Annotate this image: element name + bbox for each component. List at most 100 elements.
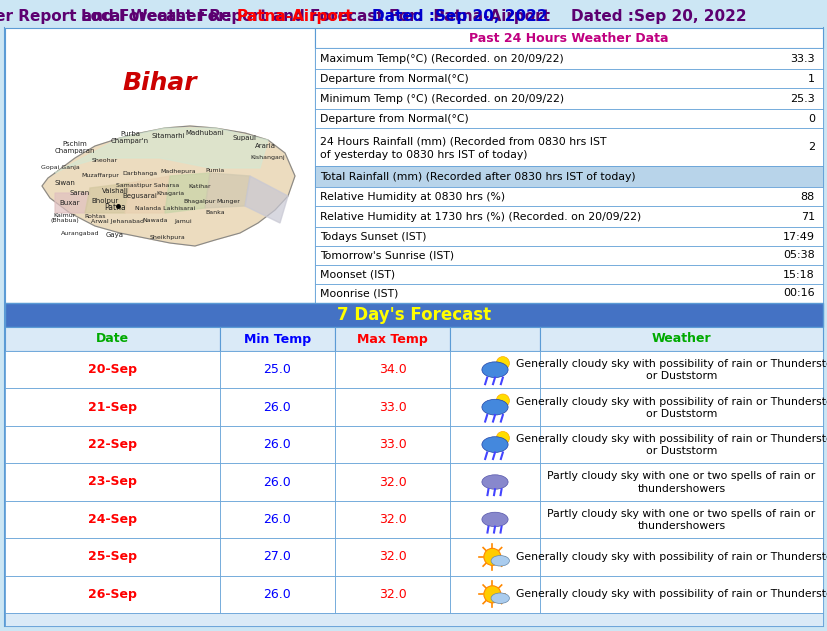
Bar bbox=[220, 426, 335, 463]
Text: 00:16: 00:16 bbox=[782, 288, 814, 298]
Bar bbox=[335, 501, 449, 538]
Bar bbox=[449, 327, 539, 351]
Bar bbox=[5, 389, 220, 426]
Polygon shape bbox=[55, 128, 268, 173]
Bar bbox=[220, 351, 335, 389]
Bar bbox=[314, 28, 822, 48]
Text: Departure from Normal(°C): Departure from Normal(°C) bbox=[319, 73, 468, 83]
Text: Buxar: Buxar bbox=[60, 200, 80, 206]
Text: Kishanganj: Kishanganj bbox=[251, 155, 285, 160]
Text: Bhagalpur: Bhagalpur bbox=[184, 199, 216, 204]
Text: 32.0: 32.0 bbox=[378, 550, 406, 563]
Polygon shape bbox=[125, 176, 170, 213]
Text: Minimum Temp (°C) (Recorded. on 20/09/22): Minimum Temp (°C) (Recorded. on 20/09/22… bbox=[319, 93, 563, 103]
Text: Munger: Munger bbox=[216, 199, 240, 204]
Text: Banka: Banka bbox=[205, 211, 225, 216]
Bar bbox=[539, 389, 822, 426]
Text: Sheohar: Sheohar bbox=[92, 158, 118, 163]
Polygon shape bbox=[165, 173, 210, 213]
Bar bbox=[449, 463, 539, 501]
Text: Madhepura: Madhepura bbox=[160, 168, 195, 174]
Text: Max Temp: Max Temp bbox=[356, 333, 428, 346]
Text: Local Weather Report and Forecast For:  Patna-Airport    Dated :Sep 20, 2022: Local Weather Report and Forecast For: P… bbox=[81, 9, 746, 24]
Bar bbox=[5, 463, 220, 501]
Text: Min Temp: Min Temp bbox=[244, 333, 311, 346]
Bar bbox=[5, 5, 822, 28]
Bar bbox=[314, 187, 822, 206]
Text: 24 Hours Rainfall (mm) (Recorded from 0830 hrs IST: 24 Hours Rainfall (mm) (Recorded from 08… bbox=[319, 136, 605, 146]
Text: Gopai Ganja: Gopai Ganja bbox=[41, 165, 79, 170]
Text: 32.0: 32.0 bbox=[378, 513, 406, 526]
Bar bbox=[314, 166, 822, 187]
Bar bbox=[5, 613, 822, 626]
Text: 26.0: 26.0 bbox=[263, 476, 291, 488]
Text: 26-Sep: 26-Sep bbox=[88, 588, 136, 601]
Bar bbox=[539, 575, 822, 613]
Bar bbox=[449, 501, 539, 538]
Bar bbox=[539, 327, 822, 351]
Text: Partly cloudy sky with one or two spells of rain or: Partly cloudy sky with one or two spells… bbox=[547, 471, 815, 481]
Text: 34.0: 34.0 bbox=[378, 363, 406, 376]
Text: or Duststorm: or Duststorm bbox=[645, 446, 716, 456]
Ellipse shape bbox=[481, 362, 508, 377]
Bar bbox=[5, 28, 314, 303]
Ellipse shape bbox=[481, 475, 508, 489]
Ellipse shape bbox=[481, 437, 508, 452]
Text: Bholpur: Bholpur bbox=[91, 198, 118, 204]
Text: 33.0: 33.0 bbox=[378, 401, 406, 414]
Bar bbox=[314, 265, 822, 284]
Bar bbox=[539, 351, 822, 389]
Text: Patna-Airport: Patna-Airport bbox=[237, 9, 353, 24]
Text: Generally cloudy sky with possibility of rain or Thunderstorm: Generally cloudy sky with possibility of… bbox=[515, 434, 827, 444]
Text: 32.0: 32.0 bbox=[378, 588, 406, 601]
Bar bbox=[539, 538, 822, 575]
Text: 71: 71 bbox=[800, 211, 814, 221]
Text: Aurangabad: Aurangabad bbox=[60, 230, 99, 235]
Bar bbox=[314, 284, 822, 303]
Text: thundershowers: thundershowers bbox=[637, 484, 724, 493]
Text: Supaul: Supaul bbox=[232, 135, 256, 141]
Circle shape bbox=[495, 357, 509, 370]
Text: Katihar: Katihar bbox=[189, 184, 211, 189]
Text: 0: 0 bbox=[807, 114, 814, 124]
Bar bbox=[335, 389, 449, 426]
Text: thundershowers: thundershowers bbox=[637, 521, 724, 531]
Text: 20-Sep: 20-Sep bbox=[88, 363, 136, 376]
Text: Kaimur
(Bhabua): Kaimur (Bhabua) bbox=[50, 213, 79, 223]
Bar bbox=[335, 463, 449, 501]
Bar bbox=[539, 426, 822, 463]
Text: 32.0: 32.0 bbox=[378, 476, 406, 488]
Bar bbox=[220, 575, 335, 613]
Text: Past 24 Hours Weather Data: Past 24 Hours Weather Data bbox=[469, 32, 668, 45]
Text: Generally cloudy sky with possibility of rain or Thunderstorm: Generally cloudy sky with possibility of… bbox=[515, 396, 827, 406]
Bar bbox=[5, 351, 220, 389]
Text: 17:49: 17:49 bbox=[782, 232, 814, 242]
Text: Pumia: Pumia bbox=[205, 167, 224, 172]
Text: Patna: Patna bbox=[104, 204, 126, 213]
Text: Begusarai: Begusarai bbox=[122, 193, 157, 199]
Bar bbox=[335, 351, 449, 389]
Text: 22-Sep: 22-Sep bbox=[88, 438, 136, 451]
Ellipse shape bbox=[490, 555, 509, 566]
Bar bbox=[314, 69, 822, 88]
Text: 23-Sep: 23-Sep bbox=[88, 476, 136, 488]
Circle shape bbox=[495, 394, 509, 407]
Bar bbox=[449, 426, 539, 463]
Text: Nalanda Lakhisarai: Nalanda Lakhisarai bbox=[135, 206, 195, 211]
Text: Khagaria: Khagaria bbox=[155, 191, 184, 196]
Bar bbox=[5, 426, 220, 463]
Bar bbox=[335, 426, 449, 463]
Text: Sheikhpura: Sheikhpura bbox=[150, 235, 185, 240]
Bar bbox=[220, 538, 335, 575]
Bar bbox=[314, 246, 822, 265]
Bar bbox=[449, 538, 539, 575]
Polygon shape bbox=[42, 126, 294, 246]
Text: Local Weather Report and Forecast For:: Local Weather Report and Forecast For: bbox=[0, 9, 232, 24]
Text: Jamui: Jamui bbox=[174, 218, 192, 223]
Text: Muzaffarpur: Muzaffarpur bbox=[81, 174, 119, 179]
Bar bbox=[335, 575, 449, 613]
Text: Total Rainfall (mm) (Recorded after 0830 hrs IST of today): Total Rainfall (mm) (Recorded after 0830… bbox=[319, 172, 635, 182]
Text: Tomorrow's Sunrise (IST): Tomorrow's Sunrise (IST) bbox=[319, 251, 453, 261]
Text: Moonset (IST): Moonset (IST) bbox=[319, 269, 394, 280]
Text: Arwal Jehanabad: Arwal Jehanabad bbox=[92, 218, 145, 223]
